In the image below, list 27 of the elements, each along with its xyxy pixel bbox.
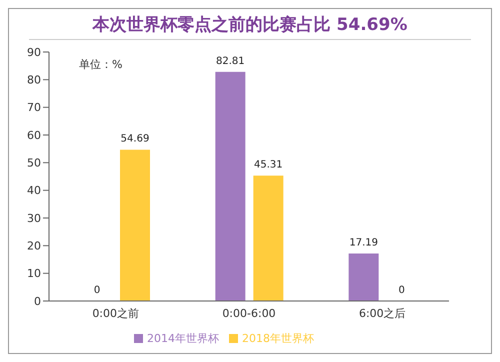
y-tick-label: 80 [27,74,41,87]
data-label: 0 [398,284,405,296]
data-label: 82.81 [216,56,245,67]
y-tick-label: 30 [27,212,41,225]
data-label: 45.31 [254,160,283,171]
data-label: 17.19 [349,237,378,248]
y-tick-label: 60 [27,128,41,142]
y-tick-label: 90 [27,46,41,59]
legend-label: 2018年世界杯 [242,332,314,345]
x-tick-label: 0:00-6:00 [222,306,276,320]
y-tick-label: 70 [27,101,41,114]
data-label: 0 [94,284,100,296]
y-tick-label: 20 [27,240,41,253]
y-tick-label: 40 [27,184,41,198]
legend-label: 2014年世界杯 [147,332,219,345]
bar [348,253,379,301]
y-tick-label: 10 [27,267,41,280]
bar [253,176,284,301]
x-tick-label: 0:00之前 [92,306,140,320]
x-tick-label: 6:00之后 [358,306,406,320]
annotation: 单位：% [79,57,122,72]
data-label: 54.69 [120,134,150,145]
y-tick-label: 0 [34,294,41,308]
bar [215,72,246,301]
chart-title: 本次世界杯零点之前的比赛占比 54.69% [29,9,471,40]
bar [120,150,150,301]
y-tick-label: 50 [27,156,41,170]
